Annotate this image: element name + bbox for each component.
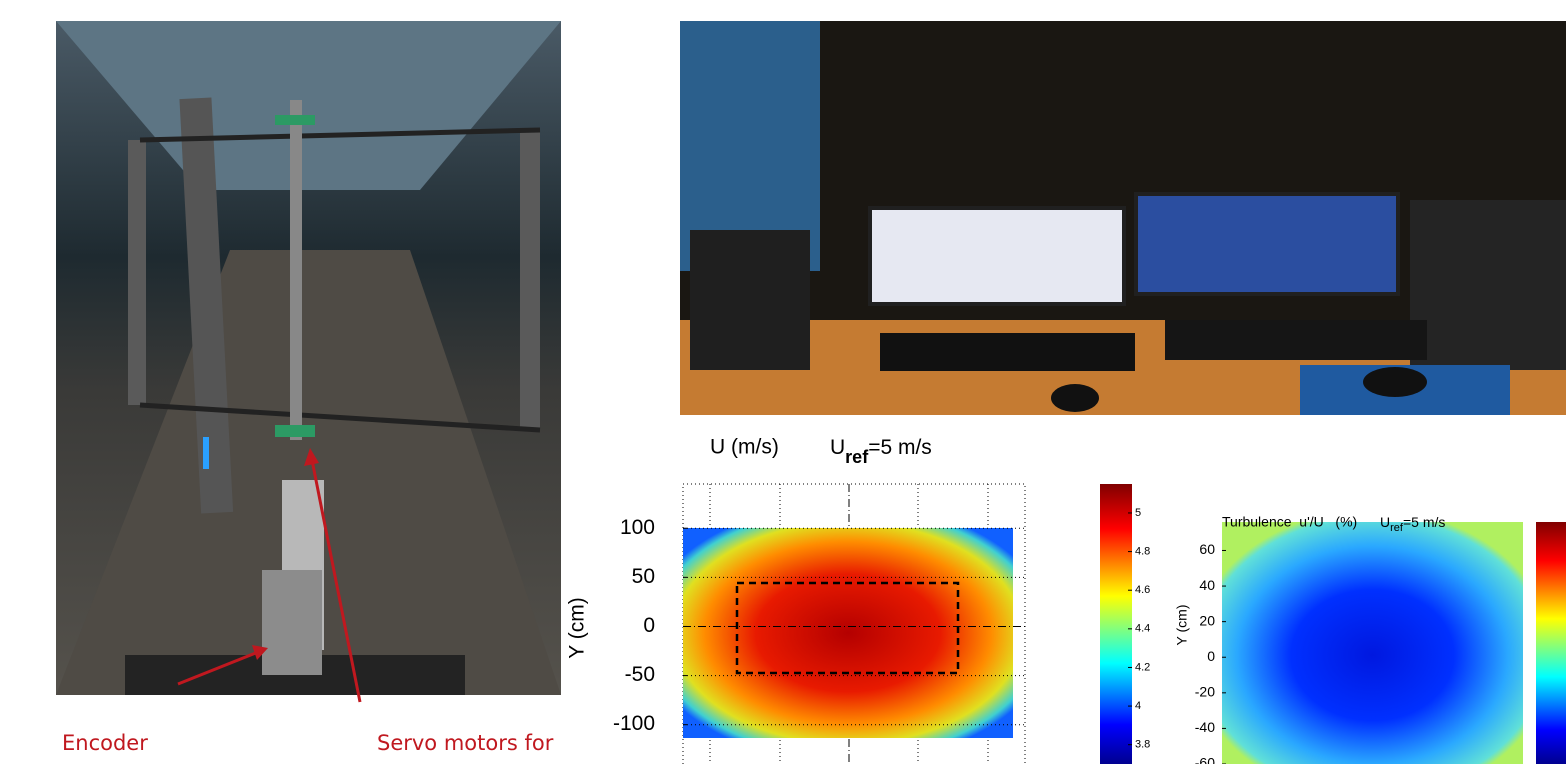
photo-wind-tunnel: [56, 21, 561, 695]
y-tick-label: 60: [1199, 541, 1215, 557]
colorbar-tick-label: 4: [1135, 700, 1141, 712]
colorbar-tick-label: 4.6: [1135, 584, 1150, 596]
y-tick-label: 50: [632, 565, 655, 588]
colorbar-tick-label: 4.8: [1135, 545, 1150, 557]
ref-base: U: [830, 436, 845, 459]
colorbar: [1100, 484, 1132, 764]
colorbar-tick-label: 3.8: [1135, 739, 1150, 751]
reference-speed: Uref=5 m/s: [1380, 514, 1445, 534]
ref-sub: ref: [845, 447, 869, 467]
test-section-outline: [735, 581, 960, 675]
chart-title: U (m/s): [710, 436, 779, 459]
colorbar: [1536, 522, 1566, 764]
y-tick-label: 40: [1199, 577, 1215, 593]
y-tick-label: -100: [613, 712, 655, 735]
colorbar-tick-label: 4.2: [1135, 661, 1150, 673]
y-tick-label: -40: [1195, 719, 1215, 735]
ref-base: U: [1380, 514, 1390, 530]
heatmap: [683, 528, 1013, 738]
y-axis-label: Y (cm): [1174, 605, 1190, 646]
y-tick-label: 100: [620, 516, 655, 539]
ref-sub: ref: [1390, 522, 1404, 534]
y-tick-label: -50: [625, 663, 655, 686]
y-tick-label: 20: [1199, 612, 1215, 628]
ref-rest: =5 m/s: [868, 436, 932, 459]
colorbar-tick-label: 4.4: [1135, 623, 1150, 635]
annotation: Encoder: [62, 731, 148, 755]
y-axis-label: Y (cm): [566, 597, 589, 658]
arrows: [177, 448, 362, 703]
y-tick-label: 0: [1207, 648, 1215, 664]
heatmap: [1222, 522, 1523, 764]
annotation: Servo motors for: [377, 731, 554, 755]
photo-computer-setup: [680, 21, 1566, 415]
y-tick-label: 0: [643, 614, 655, 637]
chart-title: Turbulence u'/U (%): [1222, 514, 1357, 530]
y-tick-label: -20: [1195, 684, 1215, 700]
chart: U (m/s) Uref=5 m/s Y (cm) 100 50 0 -50 -100 5…: [566, 436, 1150, 764]
y-tick-label: -60: [1195, 755, 1215, 764]
ref-rest: =5 m/s: [1403, 514, 1445, 530]
colorbar-tick-label: 5: [1135, 507, 1141, 519]
chart: Turbulence u'/U (%) Uref=5 m/s Y (cm) 60…: [1174, 514, 1566, 764]
reference-speed: Uref=5 m/s: [830, 436, 932, 467]
